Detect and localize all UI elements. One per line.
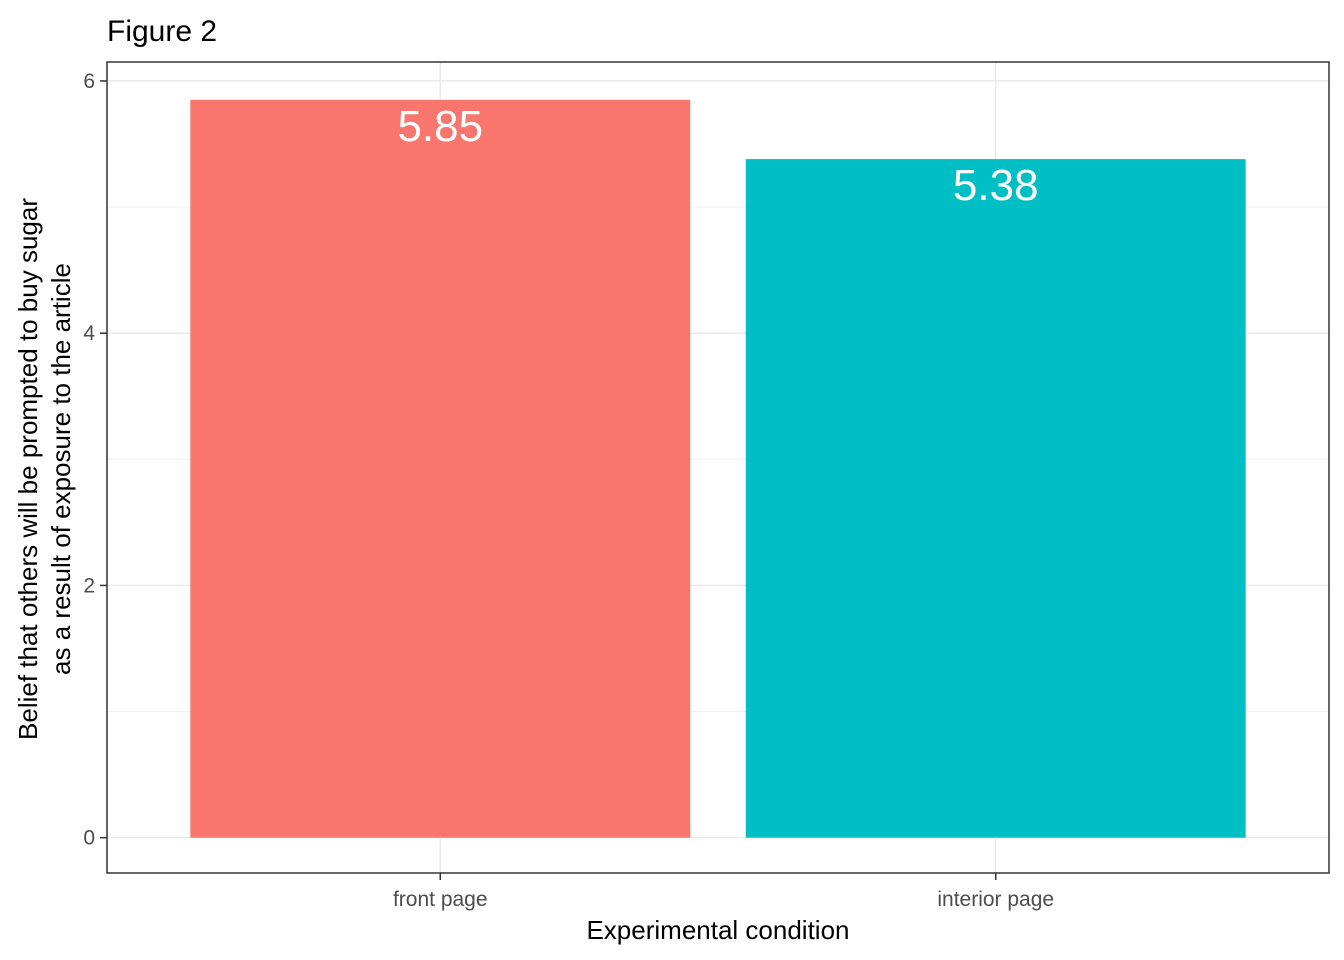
x-axis-title: Experimental condition [586, 915, 849, 945]
bar [190, 99, 691, 838]
y-axis-title-line-2: as a result of exposure to the article [46, 263, 76, 675]
bar [745, 159, 1246, 838]
y-tick-label: 0 [83, 827, 95, 850]
y-tick-label: 6 [83, 70, 95, 93]
bar-value-labels: 5.85 5.38 [397, 102, 1038, 210]
y-axis: 0 2 4 6 [83, 70, 107, 850]
y-tick-label: 2 [83, 574, 95, 597]
y-tick-label: 4 [83, 322, 95, 345]
bar-value-label: 5.38 [953, 161, 1039, 210]
chart-title: Figure 2 [107, 15, 217, 48]
x-axis: front page interior page [393, 873, 1054, 911]
bar-value-label: 5.85 [397, 102, 483, 151]
x-tick-label: interior page [937, 888, 1054, 911]
x-tick-label: front page [393, 888, 488, 911]
panel-border [106, 61, 1330, 874]
y-axis-title-line-1: Belief that others will be prompted to b… [13, 198, 43, 740]
y-axis-title: Belief that others will be prompted to b… [13, 198, 76, 740]
bars [190, 99, 1246, 838]
